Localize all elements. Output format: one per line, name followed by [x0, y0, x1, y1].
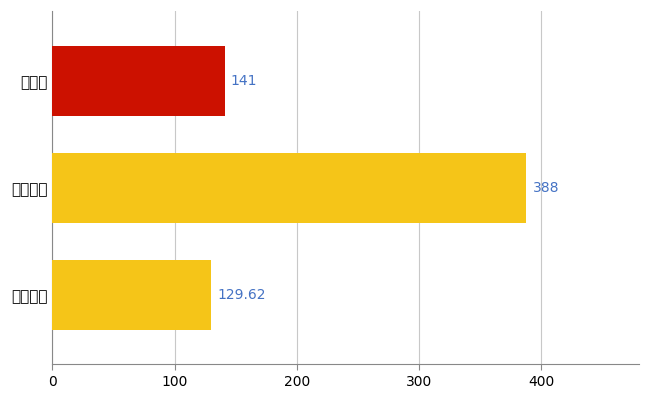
Bar — [53, 153, 527, 222]
Text: 129.62: 129.62 — [217, 288, 265, 302]
Bar — [53, 260, 211, 330]
Text: 141: 141 — [231, 74, 257, 88]
Text: 388: 388 — [532, 181, 559, 195]
Bar — [53, 46, 225, 116]
